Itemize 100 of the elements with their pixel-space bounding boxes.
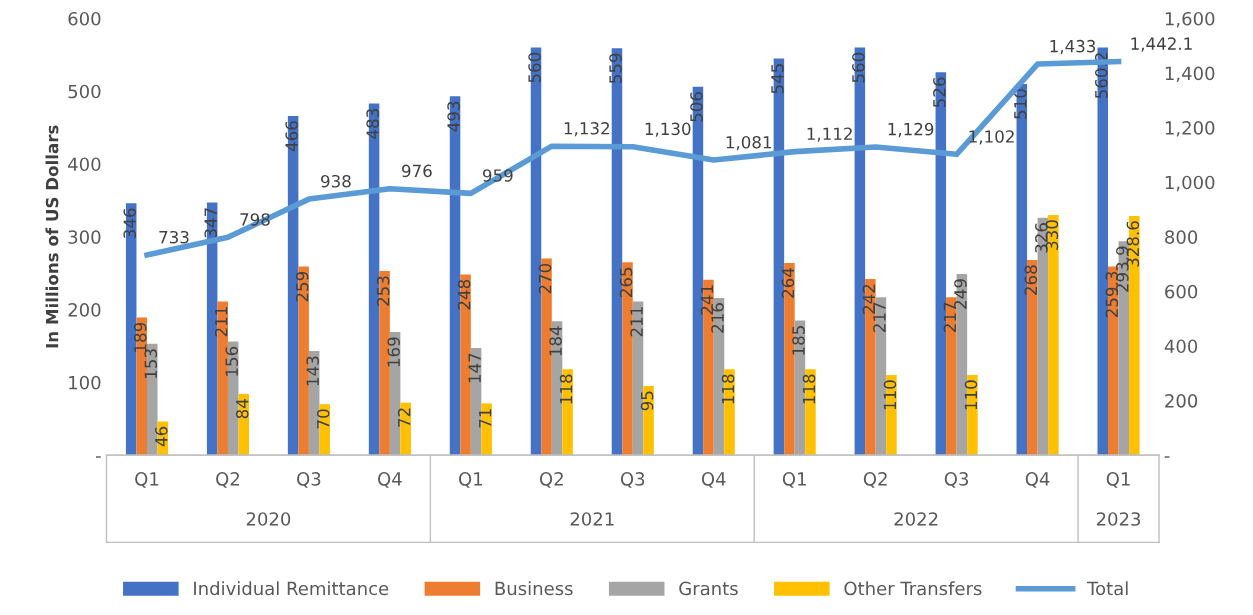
data-label: 1,130	[645, 122, 691, 137]
bar	[400, 402, 411, 456]
data-label: 110	[964, 380, 978, 410]
y2-tick-label: 600	[1165, 284, 1198, 299]
data-label: 118	[721, 374, 735, 404]
data-label: 248	[457, 279, 471, 310]
data-label: 143	[306, 356, 320, 386]
data-label: 560.2	[1094, 53, 1108, 99]
x-tick-label: Q2	[539, 472, 563, 488]
data-label: 71	[479, 409, 492, 428]
data-label: 506	[690, 92, 703, 122]
data-label: 169	[387, 337, 400, 367]
data-label: 84	[235, 399, 249, 419]
data-label: 1,442.1	[1131, 37, 1192, 52]
data-label: 118	[559, 374, 573, 404]
legend-label: Other Transfers	[844, 581, 982, 596]
text: 2020	[246, 512, 291, 526]
data-label: 184	[549, 326, 562, 356]
y2-tick-label: 200	[1165, 393, 1198, 408]
y-tick-label: -	[96, 456, 101, 458]
data-label: 268	[1024, 265, 1038, 295]
x-tick-label: Q2	[863, 472, 887, 488]
legend-label: Total	[1087, 581, 1128, 596]
data-label: 347	[204, 208, 217, 238]
data-label: 466	[285, 121, 298, 152]
x-tick-label: Q3	[297, 472, 321, 488]
data-label: 147	[468, 353, 481, 383]
data-label: 560	[852, 52, 865, 83]
y2-tick-label: 1,200	[1165, 121, 1215, 137]
data-label: 270	[538, 263, 552, 294]
data-label: 46	[155, 426, 168, 447]
data-label: 1,081	[726, 135, 772, 151]
y-tick-label: 400	[68, 157, 101, 172]
data-label: 185	[792, 326, 805, 355]
legend-label: Grants	[679, 581, 738, 596]
x-tick-label: Q1	[782, 472, 806, 488]
data-label: 559	[609, 53, 622, 83]
data-label: 259	[295, 271, 309, 302]
data-label: 253	[376, 276, 390, 306]
y2-tick-label: 400	[1164, 339, 1198, 354]
bar	[562, 369, 573, 456]
data-label: 346	[123, 208, 137, 239]
y2-tick-label: 1,400	[1165, 66, 1215, 82]
data-label: 211	[214, 307, 228, 337]
bar	[319, 404, 330, 456]
data-label: 259.3	[1105, 271, 1119, 318]
x-tick-label: Q1	[1106, 472, 1130, 488]
y-tick-label: 200	[68, 303, 101, 317]
y-tick-label: 100	[69, 375, 101, 390]
x-tick-label: Q3	[944, 472, 969, 488]
data-label: 242	[862, 284, 875, 314]
data-label: 938	[321, 174, 351, 188]
y-axis-title: In Millions of US Dollars	[45, 125, 59, 348]
x-tick-label: Q4	[378, 472, 402, 488]
data-label: 72	[397, 408, 411, 427]
data-label: 733	[159, 230, 189, 244]
data-label: 526	[933, 77, 946, 107]
data-label: 560	[528, 52, 541, 83]
data-label: 483	[366, 109, 379, 139]
data-label: 264	[781, 268, 795, 298]
data-label: 265	[619, 267, 633, 297]
data-label: 156	[225, 346, 239, 376]
data-label: 110	[883, 380, 897, 410]
y-tick-label: 500	[68, 84, 101, 99]
data-label: 545	[771, 64, 784, 94]
x-tick-label: Q2	[216, 472, 239, 488]
text: 2022	[894, 512, 938, 526]
y-tick-label: 300	[68, 230, 101, 244]
text: 2021	[570, 512, 614, 526]
data-label: 1,433	[1050, 39, 1096, 55]
data-label: 1,129	[888, 122, 934, 138]
data-label: 70	[316, 409, 330, 429]
x-tick-label: Q1	[135, 472, 159, 488]
y2-tick-label: 800	[1165, 230, 1198, 244]
text: 2023	[1096, 512, 1141, 526]
y2-tick-label: 1,600	[1165, 11, 1215, 28]
data-label: 217	[943, 302, 956, 332]
x-tick-label: Q4	[701, 472, 726, 488]
x-tick-label: Q4	[1025, 472, 1050, 488]
data-label: 510	[1014, 89, 1027, 119]
y2-tick-label: 1,000	[1165, 175, 1215, 192]
data-label: 976	[402, 164, 432, 178]
bar	[238, 393, 249, 456]
data-label: 217	[873, 302, 886, 332]
legend-label: Business	[495, 581, 573, 596]
data-label: 249	[954, 279, 967, 309]
bar	[481, 403, 492, 456]
data-label: 493	[447, 101, 460, 132]
data-label: 1,132	[564, 122, 609, 137]
data-label: 216	[711, 303, 724, 333]
data-label: 211	[630, 307, 643, 337]
data-label: 1,112	[807, 127, 852, 142]
legend-label: Individual Remittance	[194, 581, 389, 596]
y2-tick-label: -	[1164, 456, 1170, 458]
data-label: 118	[802, 374, 816, 404]
x-tick-label: Q1	[459, 472, 483, 488]
y-tick-label: 600	[68, 11, 101, 26]
data-label: 95	[640, 391, 654, 411]
x-tick-label: Q3	[620, 472, 645, 488]
data-label: 241	[700, 285, 714, 315]
